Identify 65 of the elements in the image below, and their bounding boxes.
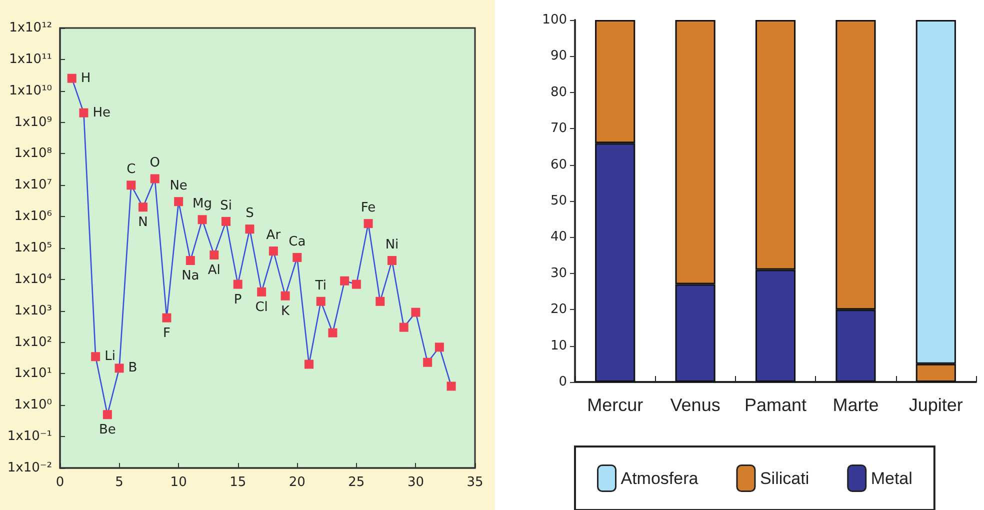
y-tick-label: 1x10⁴ bbox=[14, 272, 52, 287]
y-tick-label: 1x10¹ bbox=[14, 366, 52, 382]
y-tick-label: 60 bbox=[550, 157, 567, 172]
y-tick-label: 80 bbox=[550, 84, 567, 100]
annotation: Na bbox=[182, 268, 200, 284]
annotation: Fe bbox=[360, 200, 376, 216]
annotation: F bbox=[162, 326, 170, 341]
annotation: Al bbox=[208, 262, 220, 278]
annotation: O bbox=[150, 156, 160, 171]
x-tick-label: Marte bbox=[832, 395, 879, 415]
y-tick-label: 1x10¹² bbox=[9, 20, 52, 36]
y-tick-label: 50 bbox=[550, 194, 567, 208]
annotation: Ar bbox=[266, 228, 282, 244]
annotation: Li bbox=[104, 349, 116, 364]
y-tick-label: 1x10⁸ bbox=[14, 146, 52, 162]
annotation: K bbox=[281, 304, 290, 319]
annotation: He bbox=[92, 105, 110, 120]
y-tick-label: 10 bbox=[550, 338, 567, 354]
y-tick-label: 100 bbox=[542, 12, 567, 28]
annotation: Ti bbox=[314, 278, 326, 294]
y-tick-label: 70 bbox=[550, 121, 567, 136]
y-tick-label: 30 bbox=[550, 266, 567, 281]
x-tick-label: 5 bbox=[115, 475, 124, 490]
y-tick-label: 1x10² bbox=[14, 334, 52, 350]
annotation: Ne bbox=[170, 178, 188, 194]
annotation: N bbox=[138, 215, 148, 230]
y-tick-label: 1x10⁻¹ bbox=[7, 429, 52, 444]
x-tick-label: 30 bbox=[407, 475, 424, 490]
x-tick-label: Mercur bbox=[587, 395, 644, 415]
x-tick-label: Pamant bbox=[744, 395, 807, 415]
x-tick-label: Jupiter bbox=[908, 395, 963, 415]
y-tick-label: 1x10⁻² bbox=[7, 460, 52, 476]
annotation: H bbox=[80, 70, 91, 86]
legend-label: Atmosfera bbox=[620, 468, 699, 488]
annotation: Ni bbox=[385, 238, 399, 253]
annotation: P bbox=[234, 292, 242, 308]
y-tick-label: 20 bbox=[550, 302, 567, 318]
x-tick-label: 0 bbox=[56, 475, 64, 490]
y-tick-label: 1x10⁶ bbox=[14, 209, 52, 224]
annotation: B bbox=[128, 360, 138, 376]
annotation: Cl bbox=[255, 300, 268, 315]
annotation: C bbox=[126, 162, 136, 178]
y-tick-label: 1x10⁹ bbox=[14, 114, 52, 130]
annotation: Be bbox=[98, 422, 116, 438]
y-tick-label: 1x10³ bbox=[14, 303, 52, 318]
y-tick-label: 40 bbox=[550, 230, 567, 245]
legend-label: Silicati bbox=[760, 468, 810, 488]
legend-label: Metal bbox=[870, 468, 912, 488]
annotation: Si bbox=[220, 198, 232, 214]
x-tick-label: 15 bbox=[230, 475, 246, 490]
y-tick-label: 1x10¹⁰ bbox=[9, 83, 52, 98]
annotation: Mg bbox=[192, 196, 212, 212]
x-tick-label: 25 bbox=[348, 475, 365, 490]
y-tick-label: 1x10⁰ bbox=[14, 398, 52, 413]
x-tick-label: 20 bbox=[288, 475, 306, 490]
x-tick-label: 35 bbox=[466, 475, 484, 490]
y-tick-label: 0 bbox=[558, 374, 567, 390]
annotation: Ca bbox=[288, 234, 306, 250]
y-tick-label: 1x10⁷ bbox=[14, 178, 52, 193]
y-tick-label: 1x10¹¹ bbox=[9, 52, 52, 67]
annotation: S bbox=[246, 206, 254, 222]
x-tick-label: Venus bbox=[670, 395, 720, 415]
y-tick-label: 1x10⁵ bbox=[14, 240, 52, 256]
y-tick-label: 90 bbox=[550, 48, 567, 64]
x-tick-label: 10 bbox=[170, 475, 187, 490]
